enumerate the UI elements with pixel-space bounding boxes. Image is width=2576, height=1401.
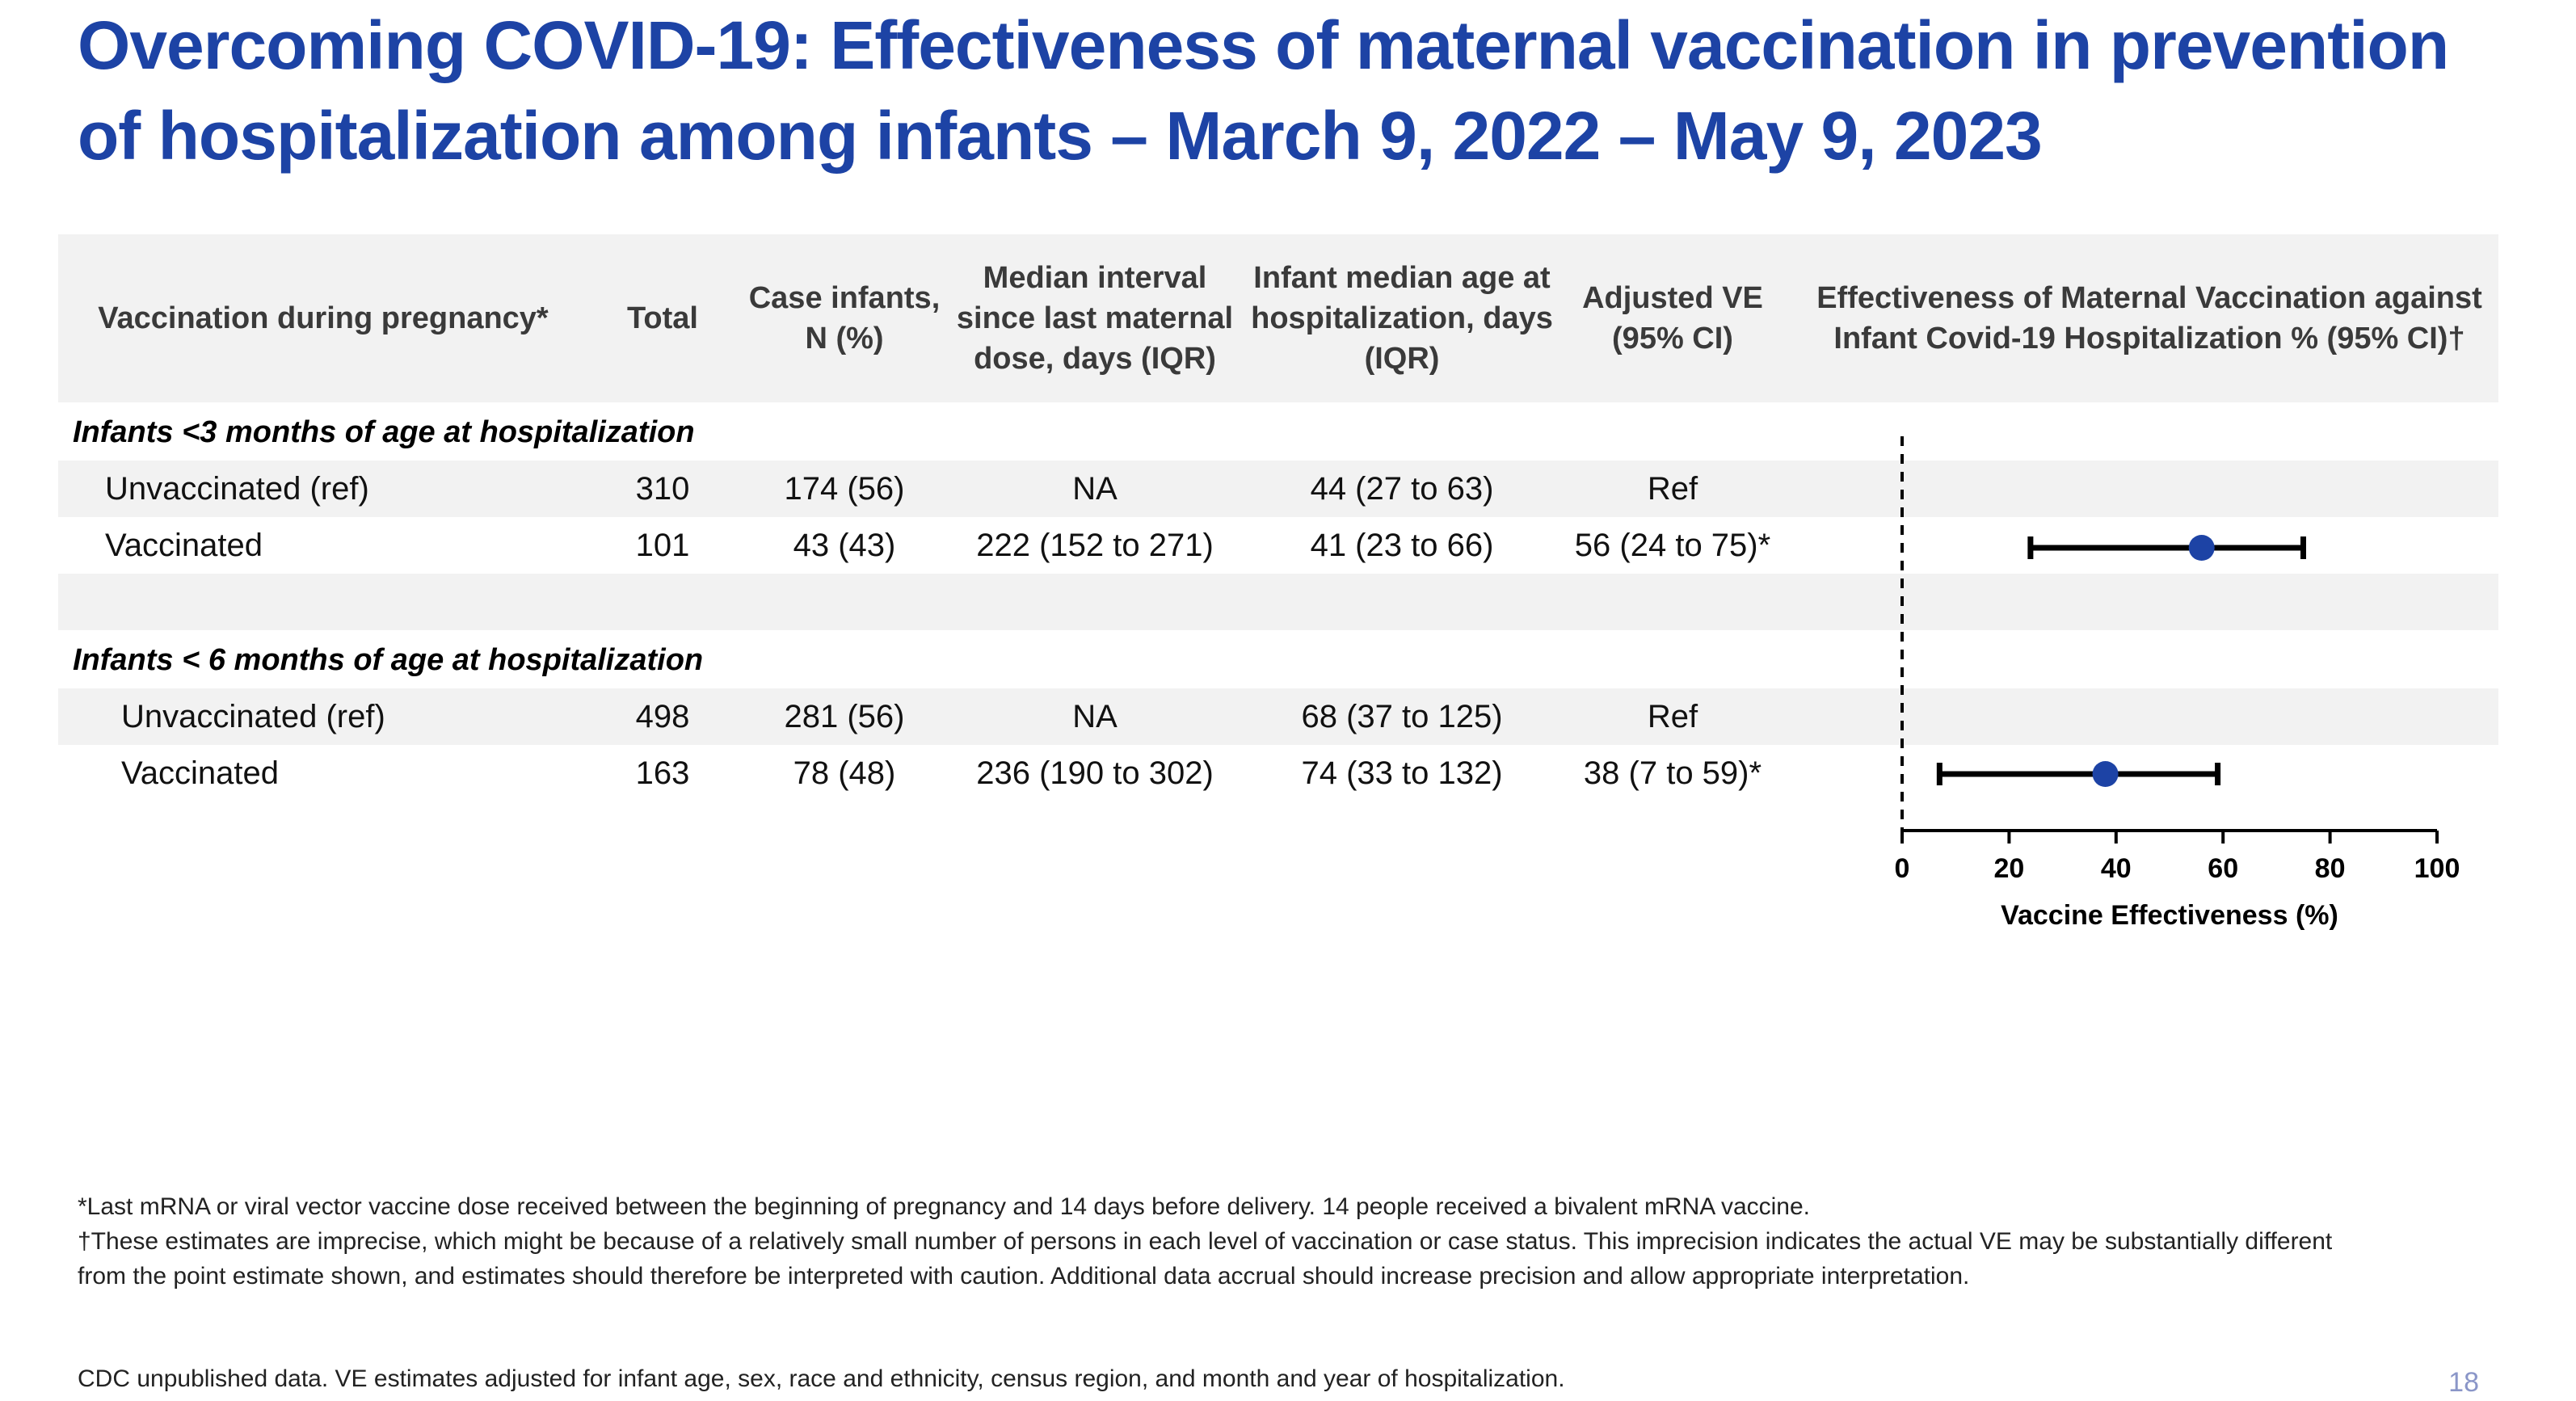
cell-ve: Ref [1647,471,1698,507]
x-tick-label: 60 [2208,853,2238,884]
point-estimate [2188,535,2215,561]
cell-age: 41 (23 to 66) [1310,528,1494,563]
point-estimate [2092,761,2119,787]
header-infant-age: Infant median age at hospitalization, da… [1251,261,1553,376]
page-title: Overcoming COVID-19: Effectiveness of ma… [78,7,2449,174]
header-total: Total [627,301,698,335]
table-header-band [58,234,2498,402]
row-label: Vaccinated [105,528,263,563]
row-label: Unvaccinated (ref) [121,699,385,734]
x-tick-label: 40 [2101,853,2132,884]
x-tick-label: 0 [1895,853,1910,884]
header-case-infants: Case infants, N (%) [748,281,941,356]
footnotes: *Last mRNA or viral vector vaccine dose … [78,1189,2340,1294]
cell-interval: NA [1072,471,1118,507]
cell-interval: 236 (190 to 302) [976,755,1214,791]
row-band [58,461,2498,517]
cell-ve: Ref [1647,699,1698,734]
cell-cases: 281 (56) [784,699,905,734]
cell-ve: 38 (7 to 59)* [1583,755,1762,791]
cell-interval: NA [1072,699,1118,734]
cell-total: 101 [635,528,690,563]
header-adjusted-ve: Adjusted VE (95% CI) [1582,281,1763,356]
x-axis-label: Vaccine Effectiveness (%) [2001,900,2338,931]
cell-interval: 222 (152 to 271) [976,528,1214,563]
header-vaccination: Vaccination during pregnancy* [98,301,549,335]
group-label: Infants < 6 months of age at hospitaliza… [73,643,704,677]
cell-cases: 174 (56) [784,471,905,507]
header-effectiveness: Effectiveness of Maternal Vaccination ag… [1816,281,2482,356]
x-tick-label: 100 [2414,853,2460,884]
cell-total: 310 [635,471,690,507]
cell-total: 163 [635,755,690,791]
group-label: Infants <3 months of age at hospitalizat… [73,415,695,449]
cell-total: 498 [635,699,690,734]
cell-cases: 43 (43) [793,528,896,563]
cell-age: 44 (27 to 63) [1310,471,1494,507]
footnote: †These estimates are imprecise, which mi… [78,1228,2333,1290]
x-tick-label: 80 [2315,853,2346,884]
row-band [58,574,2498,630]
cell-ve: 56 (24 to 75)* [1574,528,1771,563]
row-band [58,688,2498,745]
row-label: Vaccinated [121,755,279,791]
cell-age: 74 (33 to 132) [1301,755,1503,791]
source-note: CDC unpublished data. VE estimates adjus… [78,1365,1565,1392]
row-label: Unvaccinated (ref) [105,471,369,507]
header-median-interval: Median interval since last maternal dose… [956,261,1234,376]
x-tick-label: 20 [1993,853,2024,884]
cell-age: 68 (37 to 125) [1301,699,1503,734]
cell-cases: 78 (48) [793,755,896,791]
page-number: 18 [2448,1367,2479,1398]
footnote: *Last mRNA or viral vector vaccine dose … [78,1193,1811,1220]
